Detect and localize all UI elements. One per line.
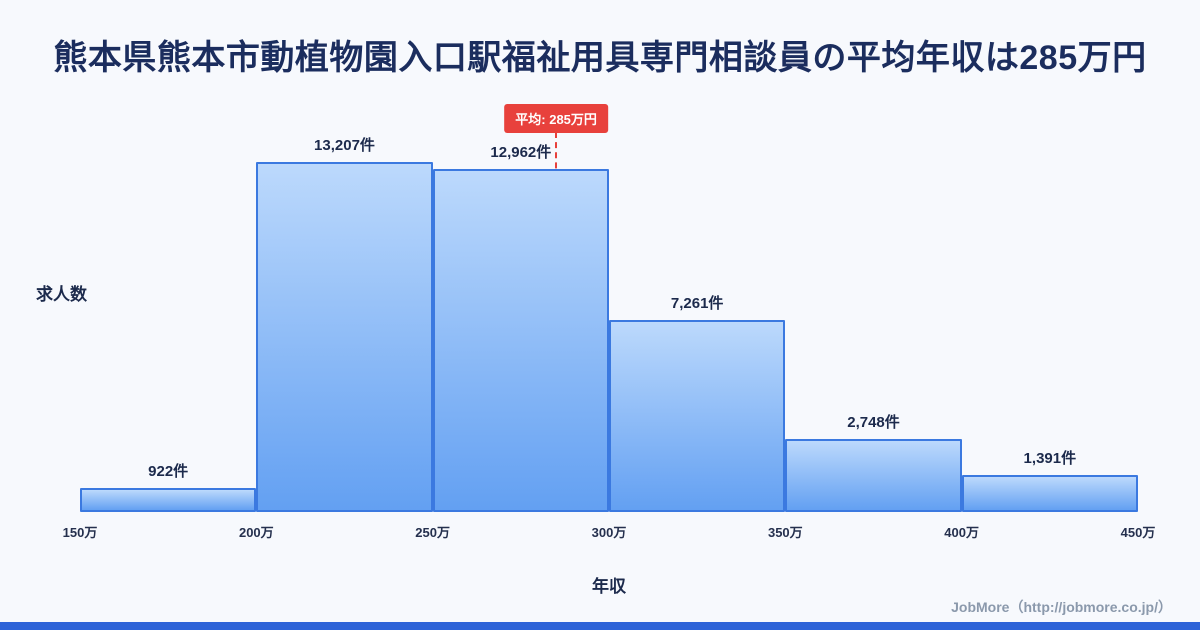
x-tick-label: 250万 (415, 525, 451, 540)
footer-credit: JobMore（http://jobmore.co.jp/） (951, 599, 1172, 615)
page-title: 熊本県熊本市動植物園入口駅福祉用具専門相談員の平均年収は285万円 (53, 39, 1147, 77)
histogram-bar-350万-400万 (785, 439, 962, 512)
histogram-bar-250万-300万 (432, 168, 609, 512)
histogram-bar-150万-200万 (80, 487, 257, 512)
x-tick-label: 300万 (591, 525, 627, 540)
bar-value-label: 2,748件 (847, 414, 900, 432)
bottom-accent-bar (0, 622, 1200, 630)
bar-value-label: 7,261件 (670, 294, 724, 312)
x-tick-label: 350万 (767, 525, 803, 540)
x-axis-ticks: 150万 200万 250万 300万 350万 400万 450万 (63, 522, 1156, 542)
x-tick-label: 450万 (1120, 525, 1156, 540)
average-badge: 平均: 285万円 (504, 104, 608, 133)
bar-value-label: 1,391件 (1023, 450, 1077, 468)
bar-value-label: 922件 (148, 462, 189, 480)
histogram-bar-200万-250万 (256, 162, 433, 512)
y-axis-label: 求人数 (36, 285, 87, 304)
x-tick-label: 400万 (944, 525, 980, 540)
histogram-bar-400万-450万 (961, 475, 1138, 512)
plot-area: 平均: 285万円 922件 13,207件 12,962件 7,261件 2,748件… (80, 104, 1138, 512)
x-tick-label: 200万 (238, 525, 274, 540)
x-tick-label: 150万 (62, 525, 98, 540)
histogram-bar-300万-350万 (609, 319, 786, 512)
bar-value-label: 12,962件 (490, 143, 552, 161)
x-axis-label: 年収 (592, 577, 626, 596)
bar-value-label: 13,207件 (314, 137, 375, 154)
